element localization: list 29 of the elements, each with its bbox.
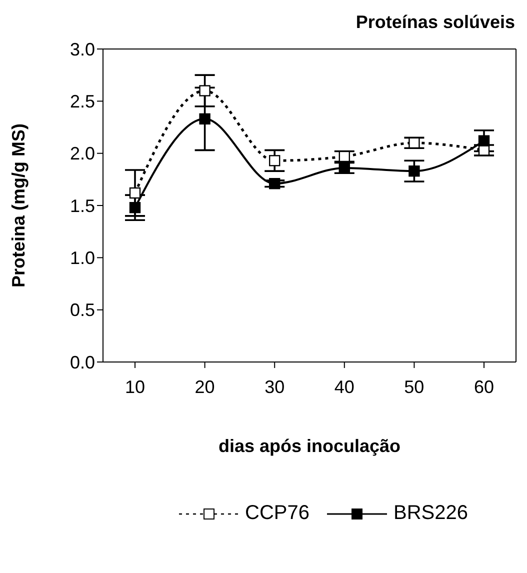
- legend-label: CCP76: [245, 502, 310, 525]
- x-tick-label: 10: [124, 376, 146, 397]
- point: [129, 187, 141, 199]
- point: [199, 113, 210, 125]
- legend-label: BRS226: [393, 502, 468, 525]
- point: [408, 137, 420, 148]
- point: [408, 165, 420, 177]
- y-tick-label: 2.0: [70, 144, 95, 164]
- point: [129, 202, 141, 214]
- x-tick-label: 20: [194, 376, 215, 397]
- point: [199, 85, 210, 96]
- point: [269, 178, 280, 190]
- y-tick-label: 3.0: [70, 39, 95, 60]
- chart-title: Proteínas solúveis: [356, 12, 515, 32]
- x-tick-label: 30: [264, 376, 285, 397]
- y-tick-label: 1.0: [70, 248, 95, 268]
- y-tick-label: 0.5: [70, 300, 95, 320]
- point: [338, 162, 350, 174]
- point: [338, 150, 350, 162]
- y-tick-label: 2.5: [70, 92, 95, 112]
- y-tick-label: 0.0: [70, 352, 95, 372]
- y-tick-label: 1.5: [70, 196, 95, 216]
- point: [478, 135, 490, 146]
- x-tick-label: 40: [334, 376, 354, 397]
- x-tick-label: 60: [474, 376, 494, 397]
- x-tick-label: 50: [404, 376, 424, 397]
- x-axis-title: dias após inoculação: [218, 436, 401, 456]
- y-axis-title: Proteina (mg/g MS): [8, 123, 28, 288]
- point: [269, 155, 280, 166]
